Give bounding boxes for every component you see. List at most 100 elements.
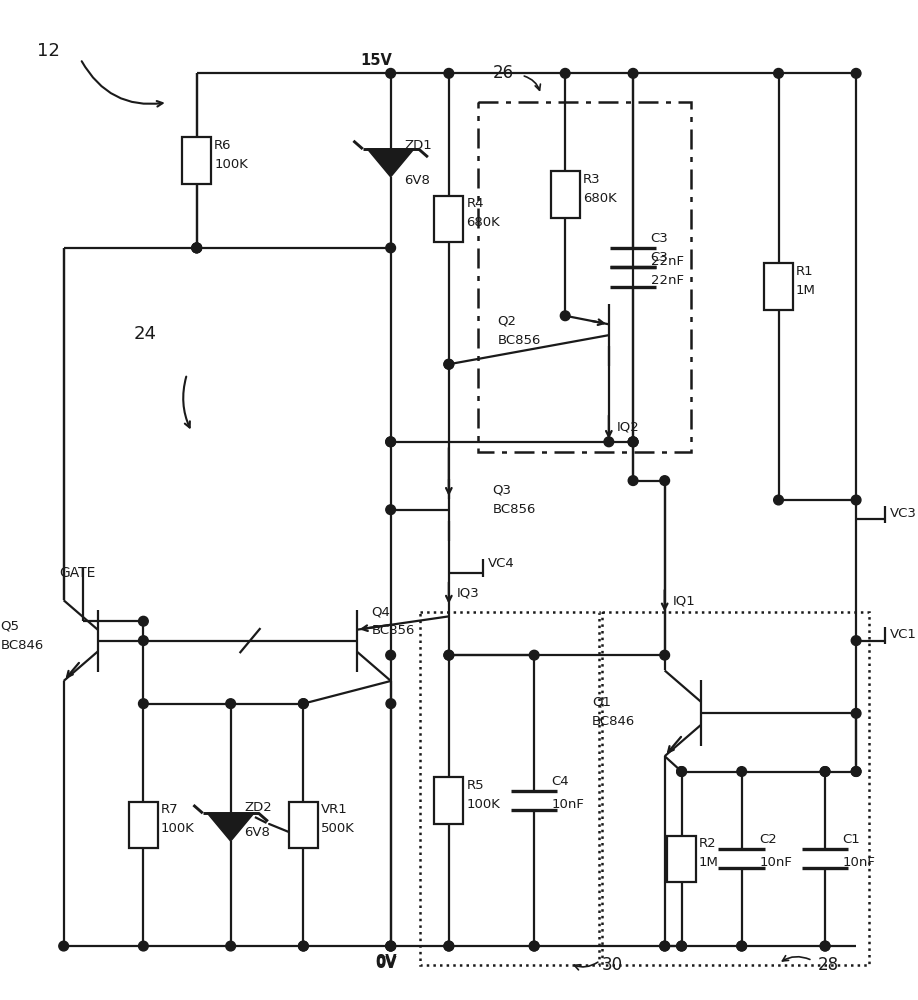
Circle shape (192, 243, 202, 253)
Circle shape (298, 941, 308, 951)
Circle shape (820, 941, 830, 951)
Text: 1M: 1M (699, 856, 719, 869)
Circle shape (444, 359, 453, 369)
Text: Q4: Q4 (371, 605, 390, 618)
Circle shape (851, 636, 861, 645)
Text: 100K: 100K (161, 822, 195, 835)
Circle shape (660, 650, 669, 660)
Text: Q2: Q2 (498, 314, 516, 327)
Circle shape (226, 941, 236, 951)
Polygon shape (207, 813, 254, 841)
Text: VC3: VC3 (890, 507, 917, 520)
Text: BC846: BC846 (1, 639, 44, 652)
Circle shape (530, 941, 539, 951)
Circle shape (604, 437, 613, 447)
Text: 12: 12 (37, 42, 60, 60)
Text: R5: R5 (466, 779, 484, 792)
Bar (764, 263, 793, 310)
Circle shape (386, 437, 396, 447)
Circle shape (139, 636, 148, 645)
Circle shape (386, 68, 396, 78)
Circle shape (560, 68, 570, 78)
Circle shape (851, 708, 861, 718)
Text: R1: R1 (796, 265, 813, 278)
Bar (434, 196, 464, 242)
Circle shape (386, 650, 396, 660)
Circle shape (386, 941, 396, 951)
Text: C1: C1 (843, 833, 860, 846)
Circle shape (628, 68, 638, 78)
Circle shape (660, 941, 669, 951)
Circle shape (192, 243, 202, 253)
Text: 0V: 0V (375, 954, 397, 969)
Bar (478, 102, 691, 452)
Circle shape (139, 616, 148, 626)
Text: 15V: 15V (360, 53, 392, 68)
Circle shape (139, 699, 148, 708)
Circle shape (298, 941, 308, 951)
Bar (420, 612, 599, 965)
Text: C2: C2 (759, 833, 777, 846)
Text: C3: C3 (651, 251, 668, 264)
Circle shape (628, 437, 638, 447)
Circle shape (628, 437, 638, 447)
Circle shape (677, 941, 687, 951)
Circle shape (560, 311, 570, 321)
Text: IQ3: IQ3 (456, 587, 479, 600)
Circle shape (820, 767, 830, 776)
Text: 22nF: 22nF (651, 255, 684, 268)
Text: GATE: GATE (59, 566, 95, 580)
Text: Q5: Q5 (1, 620, 19, 633)
Circle shape (444, 650, 453, 660)
Polygon shape (367, 149, 414, 177)
Text: IQ2: IQ2 (617, 421, 639, 434)
Text: R7: R7 (161, 803, 178, 816)
Text: BC856: BC856 (492, 503, 535, 516)
Circle shape (444, 359, 453, 369)
Circle shape (737, 941, 746, 951)
Text: 24: 24 (134, 325, 157, 343)
Text: 500K: 500K (320, 822, 354, 835)
Text: 26: 26 (492, 64, 513, 82)
Circle shape (59, 941, 69, 951)
Text: Q3: Q3 (492, 484, 511, 497)
Circle shape (386, 941, 396, 951)
Text: 6V8: 6V8 (244, 826, 270, 839)
Circle shape (298, 699, 308, 708)
Text: VC1: VC1 (890, 628, 917, 641)
Circle shape (737, 941, 746, 951)
Text: VC4: VC4 (487, 557, 514, 570)
Text: 0V: 0V (375, 956, 397, 971)
Circle shape (677, 767, 687, 776)
Circle shape (444, 941, 453, 951)
Circle shape (660, 476, 669, 485)
Circle shape (386, 505, 396, 515)
Text: BC856: BC856 (371, 624, 415, 637)
Text: 22nF: 22nF (651, 274, 684, 287)
Circle shape (851, 767, 861, 776)
Circle shape (192, 243, 202, 253)
Text: 28: 28 (817, 956, 838, 974)
Text: 10nF: 10nF (552, 798, 585, 811)
Circle shape (820, 767, 830, 776)
Bar (551, 171, 580, 218)
Circle shape (628, 476, 638, 485)
Text: ZD2: ZD2 (244, 801, 272, 814)
Circle shape (139, 941, 148, 951)
Text: 6V8: 6V8 (404, 174, 431, 187)
Text: R2: R2 (699, 837, 717, 850)
Circle shape (298, 699, 308, 708)
Bar (129, 802, 158, 848)
Circle shape (851, 495, 861, 505)
Circle shape (530, 941, 539, 951)
Circle shape (851, 68, 861, 78)
Circle shape (820, 941, 830, 951)
Bar (667, 836, 696, 882)
Text: VR1: VR1 (320, 803, 348, 816)
Circle shape (444, 650, 453, 660)
Text: C3: C3 (651, 232, 668, 245)
Circle shape (444, 941, 453, 951)
Circle shape (660, 941, 669, 951)
Circle shape (851, 767, 861, 776)
Text: 680K: 680K (583, 192, 616, 205)
